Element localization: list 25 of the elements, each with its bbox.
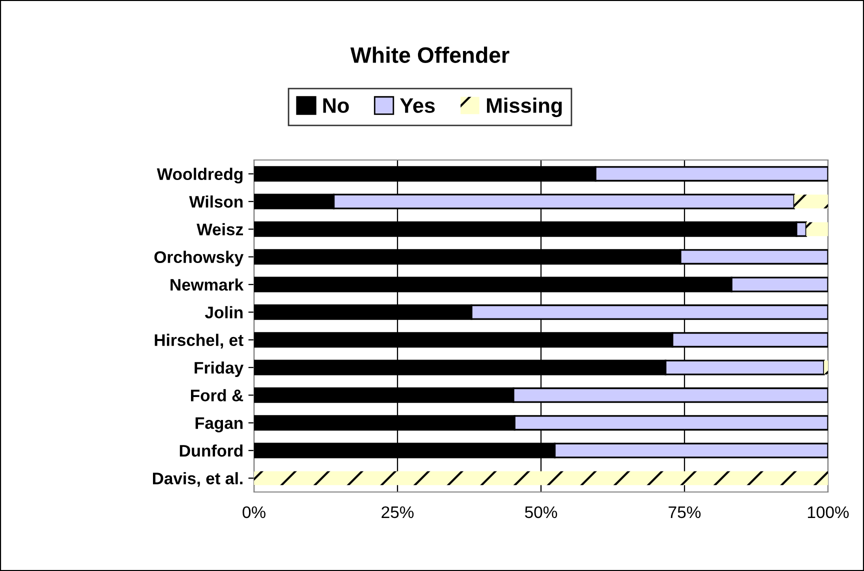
legend-label: Missing (486, 98, 562, 118)
legend-label: Yes (400, 98, 435, 113)
y-tick-label: Weisz (196, 223, 243, 236)
bar (806, 222, 828, 236)
y-tick-label: Ford & (191, 389, 244, 402)
y-tick-label: Wooldredg (156, 168, 242, 184)
x-tick-label: 25% (382, 506, 414, 518)
y-tick-label: Newmark (170, 278, 244, 291)
y-tick-label: Wilson (189, 195, 243, 208)
y-tick-label: Dunford (180, 444, 242, 457)
bar (254, 471, 828, 486)
y-tick-label: Hirschel, et (154, 334, 244, 348)
bar (794, 194, 828, 208)
y-tick-label: Jolin (204, 306, 243, 318)
x-tick-label: 50% (524, 506, 558, 518)
y-tick-label: Friday (194, 361, 244, 377)
y-tick-label: Orchowsky (154, 250, 244, 266)
y-tick-label: Davis, et al. (152, 472, 242, 487)
x-tick-label: 0% (242, 506, 266, 518)
y-tick-label: Fagan (196, 417, 243, 432)
legend-label: No (323, 98, 349, 113)
chart-title: White Offender (350, 46, 510, 63)
x-tick-label: 100% (808, 506, 849, 518)
x-tick-label: 75% (668, 506, 701, 518)
bar (824, 360, 828, 374)
